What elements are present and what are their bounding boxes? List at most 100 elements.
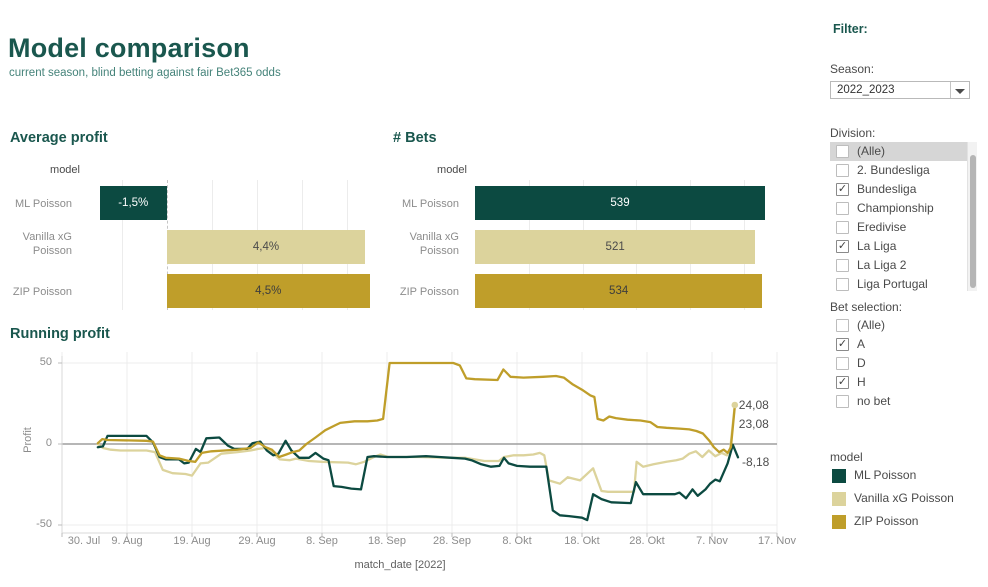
division-option-championship[interactable]: Championship: [830, 199, 977, 218]
filter-sidebar: Filter: Season: 2022_2023 Division: (All…: [828, 0, 988, 587]
legend-label: ZIP Poisson: [854, 514, 919, 528]
checkbox-checked[interactable]: ✓: [836, 240, 849, 253]
y-tick-label: -50: [36, 518, 52, 530]
legend-label: Vanilla xG Poisson: [854, 491, 954, 505]
legend-item-zip-poisson[interactable]: ZIP Poisson: [830, 512, 986, 535]
checkbox-unchecked[interactable]: [836, 395, 849, 408]
checkbox-checked[interactable]: ✓: [836, 338, 849, 351]
division-option-label: Eredivise: [857, 220, 907, 234]
legend-item-vanilla-xg-poisson[interactable]: Vanilla xG Poisson: [830, 489, 986, 512]
division-listbox[interactable]: (Alle) 2. Bundesliga ✓ Bundesliga Championsh…: [830, 142, 977, 291]
bar-zip-poisson[interactable]: 4,5%: [167, 274, 370, 308]
bar-vanilla-xg-poisson[interactable]: 4,4%: [167, 230, 365, 264]
bar-ml-poisson[interactable]: 539: [475, 186, 765, 220]
checkbox-unchecked[interactable]: [836, 145, 849, 158]
division-option-eredivise[interactable]: Eredivise: [830, 218, 977, 237]
checkbox-unchecked[interactable]: [836, 259, 849, 272]
avg-col-header: model: [50, 164, 80, 176]
checkbox-checked[interactable]: ✓: [836, 183, 849, 196]
bet-option-d[interactable]: D: [830, 354, 970, 373]
division-option-label: (Alle): [857, 144, 886, 158]
row-label-ml-poisson: ML Poisson: [401, 198, 459, 210]
bet-option-alle[interactable]: (Alle): [830, 316, 970, 335]
end-marker-vanilla-xg-poisson[interactable]: [731, 401, 739, 409]
row-label-vanilla-xg-poisson: Vanilla xG Poisson: [22, 231, 72, 257]
division-label: Division:: [830, 126, 876, 140]
season-label: Season:: [830, 62, 875, 76]
avg-profit-title: Average profit: [10, 130, 108, 146]
division-option-label: Liga Portugal: [857, 277, 928, 291]
x-tick-label: 28. Sep: [433, 535, 471, 547]
x-tick-label: 30. Jul: [67, 535, 101, 547]
bets-title: # Bets: [393, 130, 437, 146]
x-tick-label: 8. Okt: [502, 535, 532, 547]
checkbox-unchecked[interactable]: [836, 221, 849, 234]
checkbox-unchecked[interactable]: [836, 164, 849, 177]
bar-value-label: 4,4%: [252, 241, 280, 253]
page-title: Model comparison: [8, 33, 250, 63]
row-label-vanilla-xg-poisson: Vanilla xG Poisson: [409, 231, 459, 257]
checkbox-checked[interactable]: ✓: [836, 376, 849, 389]
model-legend: ML Poisson Vanilla xG Poisson ZIP Poisson: [830, 466, 986, 535]
division-option-label: 2. Bundesliga: [857, 163, 930, 177]
bets-chart: # Bets model ML Poisson Vanilla xG Poisso…: [388, 126, 782, 322]
bar-value-label: 4,5%: [255, 285, 282, 297]
bet-option-label: A: [857, 337, 866, 351]
line-ml-poisson[interactable]: [96, 434, 740, 522]
division-option-alle[interactable]: (Alle): [830, 142, 977, 161]
page-subtitle: current season, blind betting against fa…: [9, 67, 281, 79]
x-tick-label: 19. Aug: [173, 535, 211, 547]
row-label-zip-poisson: ZIP Poisson: [12, 286, 72, 298]
season-select[interactable]: 2022_2023: [830, 81, 970, 99]
chevron-down-icon: [955, 89, 965, 94]
bar-value-label: 521: [605, 241, 625, 253]
bet-option-label: (Alle): [857, 318, 886, 332]
checkbox-unchecked[interactable]: [836, 202, 849, 215]
legend-label: ML Poisson: [854, 468, 917, 482]
bar-value-label: 534: [609, 285, 629, 297]
division-option-bundesliga[interactable]: ✓ Bundesliga: [830, 180, 977, 199]
checkbox-unchecked[interactable]: [836, 357, 849, 370]
checkbox-unchecked[interactable]: [836, 319, 849, 332]
season-dropdown-button[interactable]: [950, 82, 969, 98]
x-tick-label: 8. Sep: [306, 535, 338, 547]
line-vanilla-xg-poisson[interactable]: [96, 403, 736, 493]
bar-value-label: -1,5%: [118, 197, 149, 209]
legend-swatch-ml-poisson: [832, 469, 846, 483]
division-option-la-liga-2[interactable]: La Liga 2: [830, 256, 977, 275]
y-tick-label: 0: [45, 437, 52, 449]
season-selected-value: 2022_2023: [837, 84, 895, 96]
division-option-label: Bundesliga: [857, 182, 917, 196]
line-zip-poisson[interactable]: [96, 361, 736, 463]
bet-option-h[interactable]: ✓ H: [830, 373, 970, 392]
division-scrollbar[interactable]: [967, 142, 977, 291]
bar-ml-poisson[interactable]: -1,5%: [99, 186, 167, 220]
division-option-2-bundesliga[interactable]: 2. Bundesliga: [830, 161, 977, 180]
bet-option-a[interactable]: ✓ A: [830, 335, 970, 354]
bet-option-label: D: [857, 356, 866, 370]
gridline: [122, 180, 123, 310]
row-label-ml-poisson: ML Poisson: [14, 198, 72, 210]
bet-selection-label: Bet selection:: [830, 300, 903, 314]
legend-item-ml-poisson[interactable]: ML Poisson: [830, 466, 986, 489]
end-label-vanilla-xg-poisson: 24,08: [738, 398, 769, 412]
bet-option-no-bet[interactable]: no bet: [830, 392, 970, 411]
division-scrollbar-thumb[interactable]: [970, 155, 976, 288]
bar-vanilla-xg-poisson[interactable]: 521: [475, 230, 756, 264]
bar-zip-poisson[interactable]: 534: [475, 274, 763, 308]
x-tick-label: 28. Okt: [629, 535, 665, 547]
legend-swatch-vanilla-xg-poisson: [832, 492, 846, 506]
end-label-ml-poisson: -8,18: [742, 455, 770, 470]
bets-plot-area: 539 521 534: [475, 180, 768, 310]
division-option-la-liga[interactable]: ✓ La Liga: [830, 237, 977, 256]
y-tick-label: 50: [39, 356, 52, 368]
division-option-label: La Liga 2: [857, 258, 907, 272]
x-axis-title: match_date [2022]: [354, 559, 446, 571]
division-options: (Alle) 2. Bundesliga ✓ Bundesliga Championsh…: [830, 142, 977, 291]
division-option-liga-portugal[interactable]: Liga Portugal: [830, 275, 977, 291]
checkbox-unchecked[interactable]: [836, 278, 849, 291]
filter-heading: Filter:: [833, 22, 868, 36]
x-tick-label: 29. Aug: [238, 535, 276, 547]
x-tick-label: 18. Sep: [368, 535, 406, 547]
